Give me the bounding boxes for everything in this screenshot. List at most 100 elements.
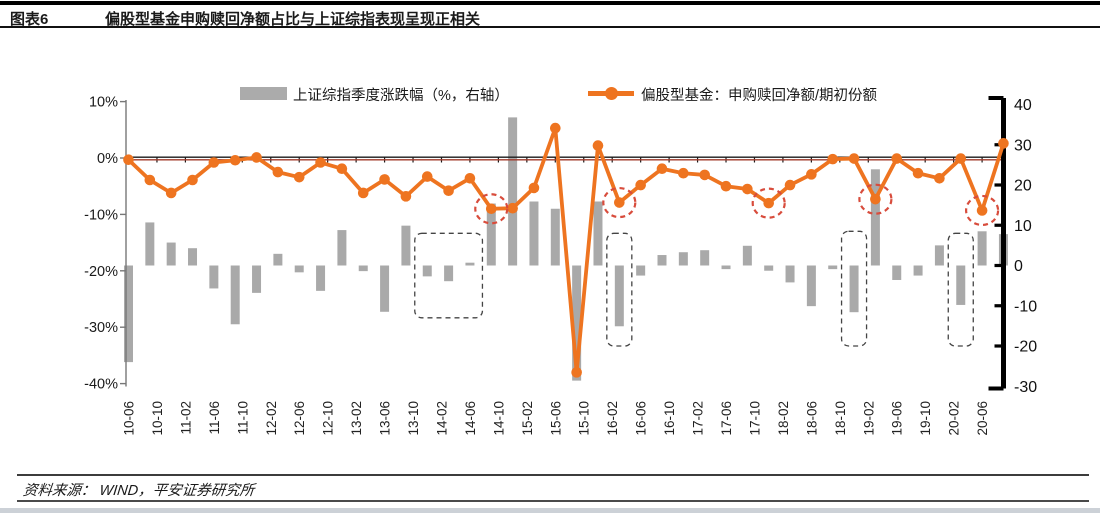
bar-16-03 [614,265,624,327]
source-rule-top [17,474,1089,476]
x-axis-tick-label: 14-02 [434,401,449,436]
left-axis-tick-label: -10% [84,207,118,223]
x-axis-tick-label: 17-06 [719,401,734,436]
line-point-19-12 [934,173,945,184]
bar-18-06 [806,265,816,307]
line-point-17-03 [699,169,710,181]
line-point-11-12 [251,152,262,163]
x-axis-tick-label: 12-10 [321,401,336,436]
line-point-16-12 [678,167,689,179]
bar-19-12 [934,245,944,266]
red-circle-17-12 [751,187,786,219]
red-circle-16-03 [602,186,637,219]
bar-15-06 [550,208,560,266]
line-point-18-03 [784,179,796,191]
line-point-14-06 [464,173,476,184]
line-point-16-03 [614,197,625,208]
x-axis-tick-label: 15-10 [577,401,592,436]
dashed-box-2 [606,232,633,347]
line-series-marker-icon [605,87,618,100]
left-axis-tick-label: 10% [89,95,118,111]
line-point-11-09 [229,154,241,166]
line-point-20-03 [955,153,967,164]
bar-11-09 [230,265,240,325]
line-point-11-06 [208,157,220,168]
line-point-12-03 [272,166,284,178]
bar-16-12 [678,252,688,266]
bar-11-06 [209,265,219,289]
red-circle-20-06 [964,194,1000,227]
x-axis-tick-label: 18-06 [804,401,819,436]
bar-17-09 [742,245,752,266]
bar-10-12 [166,242,176,266]
x-axis-tick-label: 14-06 [463,401,478,436]
right-axis-tick-label: 30 [1014,137,1032,154]
bar-17-03 [700,250,710,266]
bar-14-06 [465,262,475,266]
dashed-box-1 [414,232,484,319]
x-axis-tick-label: 18-02 [776,401,791,436]
bar-15-09 [572,265,582,381]
red-circle-19-03 [858,183,893,215]
bar-13-09 [401,225,411,266]
left-axis-tick-label: -20% [84,264,118,280]
bar-12-03 [273,253,283,266]
line-point-12-12 [336,163,348,175]
bar-17-06 [721,265,731,270]
line-point-14-09 [485,203,497,215]
x-axis-tick-label: 16-06 [634,401,649,436]
bar-19-09 [913,265,923,276]
line-point-15-12 [592,140,604,151]
bar-12-09 [316,265,326,291]
line-point-15-03 [528,182,540,194]
right-axis-tick-label: -20 [1014,339,1037,356]
dashed-box-3 [840,230,868,347]
line-point-17-09 [742,183,753,195]
x-axis-tick-label: 15-06 [548,401,563,436]
left-axis-tick-label: -30% [84,320,118,336]
line-point-19-06 [891,153,903,164]
bar-11-03 [188,248,198,266]
left-axis-tick-label: -40% [84,377,118,393]
x-axis-tick-label: 11-06 [207,401,222,435]
line-point-13-03 [357,187,369,199]
line-point-12-09 [315,157,326,168]
bar-19-03 [870,169,880,266]
x-axis-tick-label: 17-10 [747,401,762,436]
right-axis-tick-label: 10 [1014,218,1032,235]
bar-14-09 [486,203,496,266]
right-axis-tick-label: 40 [1014,97,1032,114]
line-point-14-12 [507,202,518,214]
line-point-17-06 [720,180,732,192]
source-rule-bottom [17,500,1089,502]
line-series-legend-label: 偏股型基金：申购赎回净额/期初份额 [641,88,878,104]
x-axis-tick-label: 20-02 [947,401,962,436]
bar-20-06 [977,231,987,266]
bar-18-09 [828,265,838,270]
bar-10-09 [145,222,155,266]
line-point-13-06 [379,174,390,185]
x-axis-tick-label: 11-02 [178,401,193,435]
page-edge-shadow [0,508,1100,513]
source-text: 资料来源： WIND，平安证券研究所 [22,483,255,499]
x-axis-tick-label: 15-02 [520,401,535,436]
line-point-19-09 [912,167,924,179]
bar-18-03 [785,265,795,283]
bar-17-12 [764,265,774,271]
line-point-15-06 [550,122,561,134]
line-point-10-12 [165,187,177,199]
bar-16-06 [636,265,646,276]
figure-label: 图表6 [10,11,49,28]
line-point-10-06 [123,154,134,165]
line-point-10-09 [144,174,156,186]
x-axis-tick-label: 19-02 [861,401,876,436]
x-axis-tick-label: 17-02 [691,401,706,436]
line-point-16-09 [656,163,668,175]
line-point-19-03 [870,193,881,205]
bar-15-03 [529,201,539,266]
bar-13-03 [358,265,368,272]
bar-series-swatch-icon [240,87,287,100]
bar-13-12 [422,265,432,277]
